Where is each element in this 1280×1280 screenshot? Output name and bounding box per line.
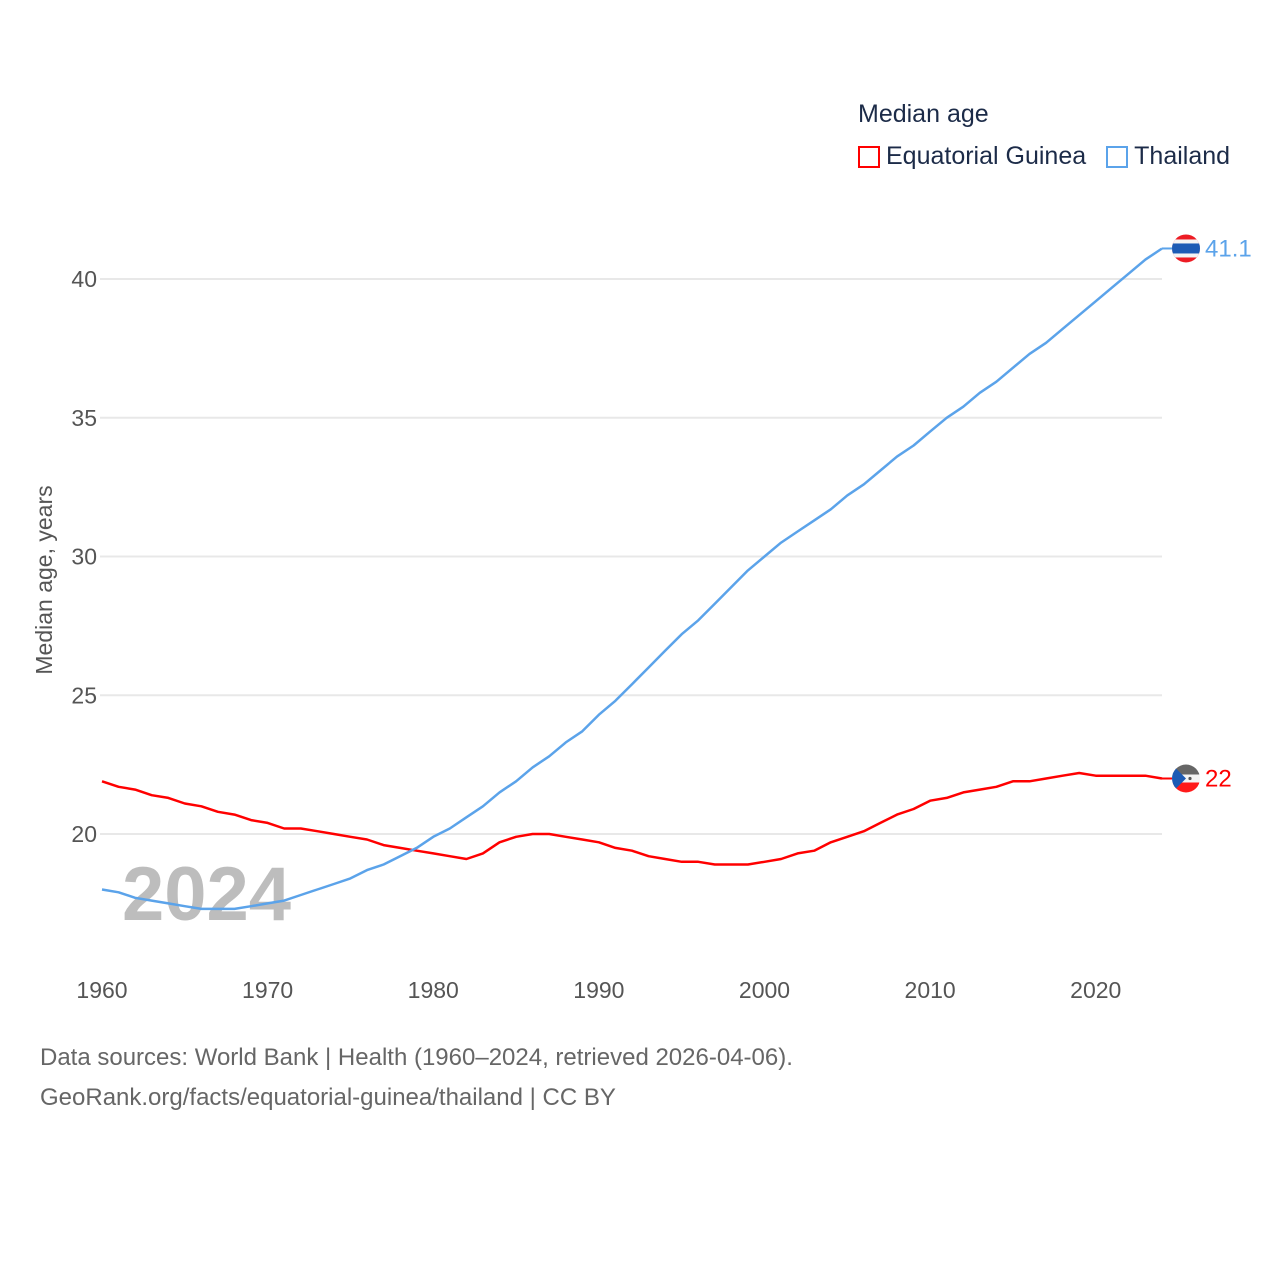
end-value-label: 41.1 bbox=[1205, 235, 1252, 262]
y-tick-label: 25 bbox=[71, 682, 97, 708]
legend-label: Thailand bbox=[1134, 142, 1231, 170]
y-tick-label: 35 bbox=[71, 405, 97, 431]
x-tick-label: 1990 bbox=[573, 977, 624, 1003]
x-tick-label: 1960 bbox=[76, 977, 127, 1003]
thailand-flag-icon bbox=[1172, 234, 1200, 263]
series-line-equatorial-guinea[interactable] bbox=[101, 771, 1163, 866]
series-line-thailand[interactable] bbox=[101, 247, 1163, 911]
y-tick-label: 40 bbox=[71, 266, 97, 292]
y-tick-label: 30 bbox=[71, 544, 97, 570]
footer-link[interactable]: GeoRank.org/facts/equatorial-guinea/thai… bbox=[40, 1084, 616, 1111]
legend-item-equatorial-guinea[interactable]: Equatorial Guinea bbox=[858, 142, 1086, 171]
legend-swatch bbox=[858, 145, 880, 168]
x-tick-label: 2020 bbox=[1070, 977, 1121, 1003]
legend-title: Median age bbox=[858, 100, 989, 128]
equatorial-guinea-flag-icon bbox=[1172, 764, 1200, 793]
x-tick-label: 2010 bbox=[905, 977, 956, 1003]
legend-label: Equatorial Guinea bbox=[886, 142, 1087, 170]
y-tick-label: 20 bbox=[71, 821, 97, 847]
legend-item-thailand[interactable]: Thailand bbox=[1106, 142, 1230, 171]
year-watermark: 2024 bbox=[122, 852, 291, 937]
x-tick-label: 2000 bbox=[739, 977, 790, 1003]
end-value-label: 22 bbox=[1205, 766, 1232, 793]
legend: Equatorial Guinea Thailand bbox=[858, 142, 1230, 171]
y-axis-title: Median age, years bbox=[31, 485, 57, 674]
x-tick-label: 1970 bbox=[242, 977, 293, 1003]
footer-sources: Data sources: World Bank | Health (1960–… bbox=[40, 1044, 793, 1071]
x-tick-label: 1980 bbox=[408, 977, 459, 1003]
legend-swatch bbox=[1106, 145, 1129, 168]
